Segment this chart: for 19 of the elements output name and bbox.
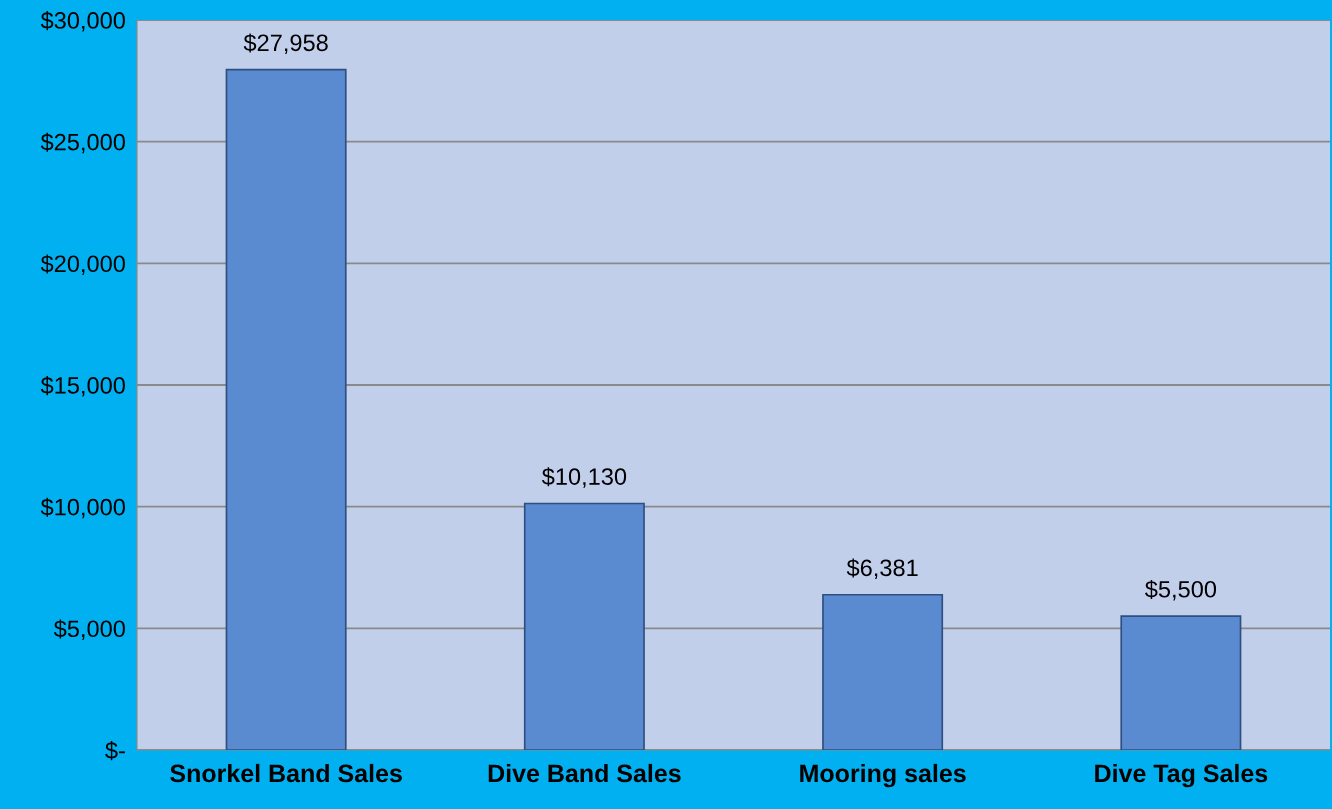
data-label: $6,381 bbox=[846, 558, 918, 579]
bar bbox=[225, 68, 347, 750]
bar bbox=[1120, 615, 1242, 750]
y-tick-label: $20,000 bbox=[40, 254, 125, 275]
data-label: $10,130 bbox=[541, 467, 627, 488]
data-label: $27,958 bbox=[243, 33, 328, 54]
data-label: $5,500 bbox=[1145, 579, 1217, 601]
y-tick-label: $25,000 bbox=[40, 132, 125, 154]
x-tick-label: Snorkel Band Sales bbox=[170, 763, 402, 783]
y-tick-label: $5,000 bbox=[53, 619, 125, 640]
x-tick-label: Mooring sales bbox=[800, 763, 966, 788]
x-tick-label: Dive Band Sales bbox=[488, 763, 681, 783]
bar bbox=[822, 593, 944, 750]
y-tick-label: $30,000 bbox=[40, 11, 125, 32]
y-tick-label: $15,000 bbox=[40, 376, 125, 397]
y-tick-label: $- bbox=[105, 741, 125, 761]
y-tick-label: $10,000 bbox=[40, 497, 125, 519]
bar bbox=[523, 502, 645, 750]
x-tick-label: Dive Tag Sales bbox=[1095, 763, 1268, 788]
